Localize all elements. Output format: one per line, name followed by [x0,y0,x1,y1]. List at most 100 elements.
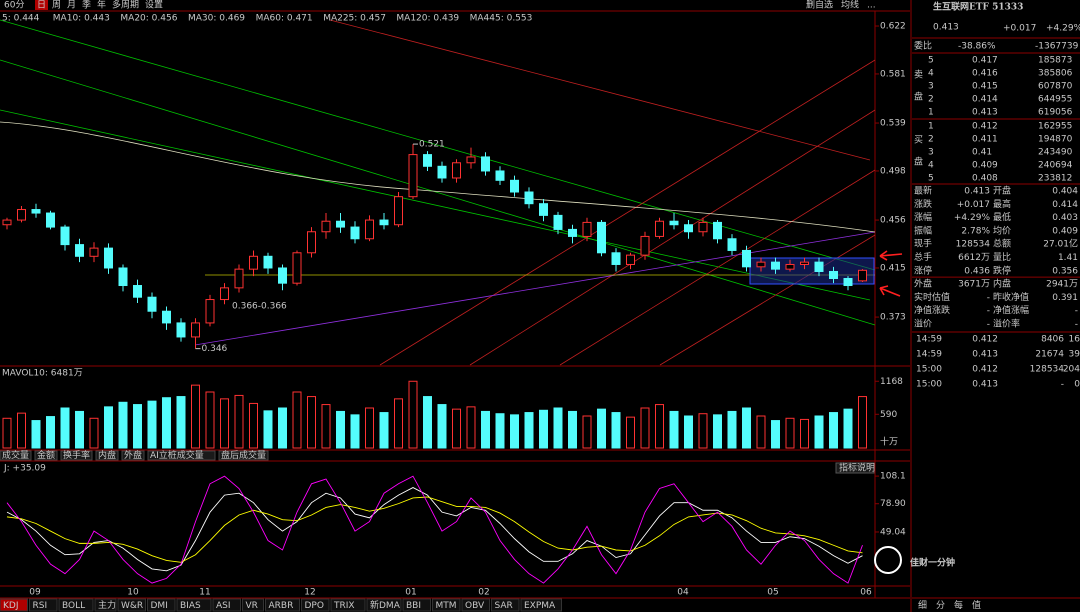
volume-bar [553,407,563,449]
candle-body [336,220,345,228]
period-tab[interactable]: 日 [37,0,46,11]
bottom-tab[interactable]: W&R [121,601,143,611]
period-tab[interactable]: 月 [67,0,76,11]
bottom-tab[interactable]: 新DMA [370,599,401,611]
period-tab[interactable]: 周 [52,0,61,11]
bottom-tab[interactable]: TRIX [333,601,355,611]
indicator-tab[interactable]: 金额 [37,449,55,461]
panel-tab[interactable]: 每 [954,599,963,611]
indicator-tab[interactable]: 盘后成交量 [221,449,266,461]
volume-title: MAVOL10: 6481万 [2,369,83,379]
candle-body [379,219,389,226]
stat-label: 跌停 [993,264,1011,276]
y-tick-label: 49.04 [880,527,906,537]
volume-bar [582,415,592,449]
candle-body [510,179,519,193]
price: 0.412 [972,122,998,132]
level: 5 [928,174,934,184]
volume-bar [147,400,157,449]
bottom-tab[interactable]: DPO [305,601,324,611]
panel-tab[interactable]: 值 [972,599,981,611]
indicator-tab-bg [121,450,145,461]
stat-value: - [1075,306,1078,316]
candle-body [539,203,548,216]
panel-tab[interactable]: 分 [936,600,945,611]
volume-unit: 十万 [880,436,898,448]
period-tab[interactable]: 设置 [145,0,163,11]
bottom-tab[interactable]: MTM [436,601,457,611]
ma-curve [0,121,876,233]
volume-bar [597,408,606,449]
bottom-tab[interactable]: BOLL [62,601,85,611]
bottom-tab[interactable]: BIAS [180,601,201,611]
indicator-tab-bg [147,450,216,461]
volume-bar [829,412,838,449]
volume-bar [524,412,534,449]
indicator-tab[interactable]: 外盘 [124,449,142,461]
bottom-tab[interactable]: VR [246,601,258,611]
bottom-tab[interactable]: KDJ [3,601,19,611]
bottom-tab[interactable]: BBI [406,601,421,611]
tick-time: 14:59 [916,350,942,360]
indicator-tab[interactable]: 成交量 [2,449,29,461]
toolbar-button[interactable]: ... [867,1,876,11]
candle-body [31,209,41,214]
help-button[interactable]: 指标说明 [839,462,875,474]
trend-line [469,109,876,366]
stat-value: 0.414 [1052,200,1078,210]
bottom-tab[interactable]: 主力 [98,599,116,611]
ma-label: MA30: 0.469 [188,14,245,24]
volume-bar [495,413,505,449]
kdj-line [6,475,863,584]
candle-body [220,287,229,301]
volume-bar [698,413,708,449]
indicator-tab[interactable]: 内盘 [98,449,116,461]
period-tab[interactable]: 年 [97,0,106,11]
period-tab[interactable]: 60分 [4,0,24,11]
tab-active [35,0,48,10]
indicator-tab-bg [60,450,93,461]
stat-label: 现手 [914,238,932,250]
kdj-line [6,496,863,563]
ma-label: MA60: 0.471 [256,14,313,24]
tick-count: 39 [1069,350,1080,360]
indicator-tab[interactable]: 换手率 [63,449,90,461]
stat-label: 总手 [914,251,932,263]
bottom-tab-bg [301,598,330,612]
annotation: 0.346 [202,344,228,354]
bottom-tab[interactable]: ARBR [269,601,294,611]
price: 0.411 [972,135,998,145]
tick-price: 0.412 [972,365,998,375]
tick-time: 14:59 [916,335,942,345]
bottom-tab[interactable]: RSI [33,601,48,611]
watermark: 佳财一分钟 [910,557,955,569]
volume-bar [626,416,635,449]
candle-body [858,269,867,282]
bottom-tab-bg [265,598,300,612]
trend-line [379,59,876,366]
period-tab[interactable]: 季 [82,0,91,11]
tick-volume: 8406 [1041,335,1064,345]
bottom-tab-bg [117,598,146,612]
bottom-tab[interactable]: SAR [495,601,513,611]
toolbar-button[interactable]: 删自选 [806,0,833,11]
panel-tab[interactable]: 细 [918,599,927,611]
indicator-tab[interactable]: AI立桩成交量 [150,449,204,461]
date-label: 09 [29,588,41,598]
toolbar-button[interactable]: 均线 [841,0,859,11]
bottom-tab[interactable]: ASI [216,601,231,611]
date-label: 10 [127,588,139,598]
bottom-tab[interactable]: OBV [465,601,485,611]
period-tab[interactable]: 多周期 [112,0,139,11]
volume: 162955 [1038,122,1072,132]
volume-bar [321,404,331,449]
y-tick-label: 78.90 [880,499,906,509]
indicator-tab-bg [95,450,119,461]
volume-bar [17,412,26,449]
bottom-tab[interactable]: DMI [151,601,168,611]
price: 0.41 [972,148,992,158]
volume-bar [292,391,302,449]
bottom-tab[interactable]: EXPMA [524,601,556,611]
volume-bar [684,415,693,449]
trend-line [0,19,876,271]
